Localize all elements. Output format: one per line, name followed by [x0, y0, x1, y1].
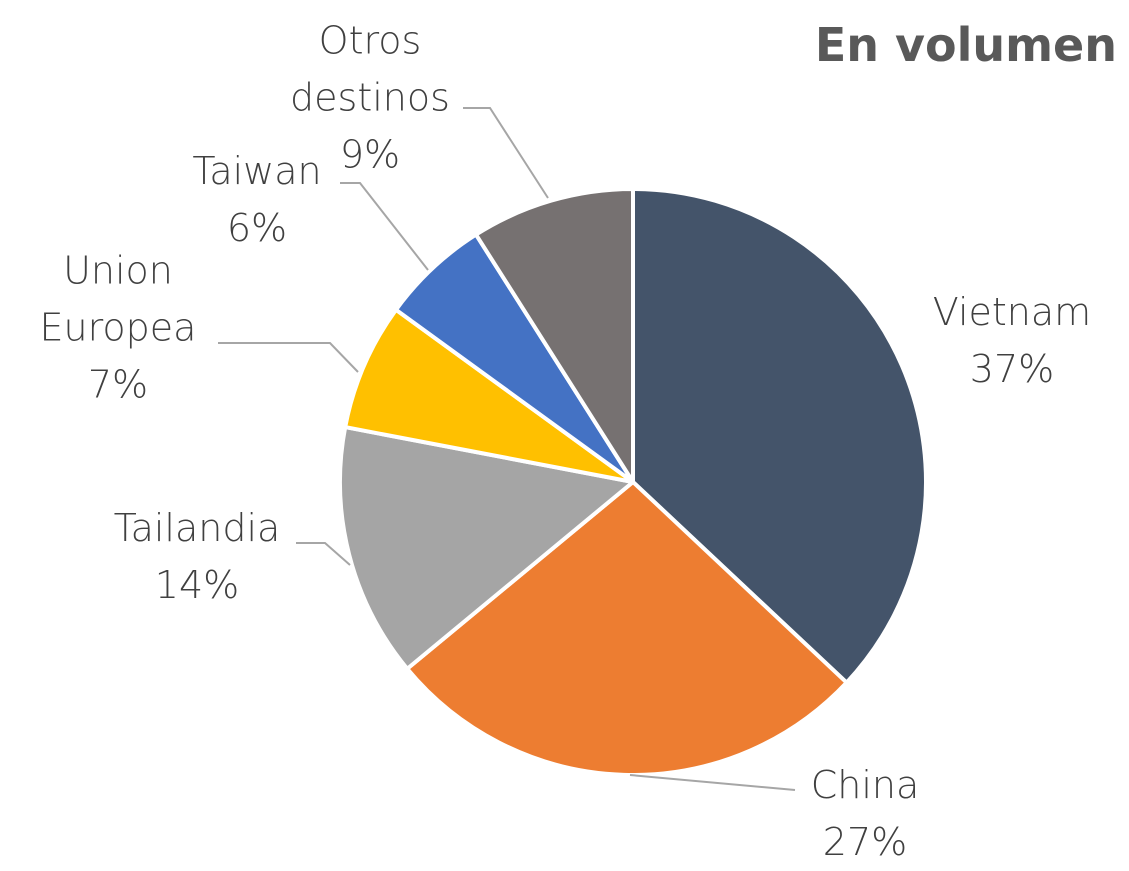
value-label: 14% [154, 563, 240, 607]
slice-label: Taiwan 6% [157, 143, 357, 257]
pie-slice [343, 307, 635, 484]
value-label: 27% [822, 820, 908, 864]
pie-slice [631, 187, 928, 685]
category-label: Vietnam [932, 290, 1092, 334]
pie-slice [338, 425, 635, 671]
slice-label: Vietnam 37% [912, 284, 1112, 398]
leader-line [629, 774, 796, 791]
category-label: Otros destinos [290, 18, 450, 120]
slice-label: Union Europea 7% [18, 243, 218, 414]
category-label: Union Europea [39, 248, 197, 350]
slice-label: Tailandia 14% [87, 500, 307, 614]
value-label: 7% [87, 362, 149, 407]
leader-line [296, 542, 351, 566]
value-label: 6% [226, 206, 288, 250]
category-label: China [810, 763, 920, 807]
value-label: 9% [339, 132, 401, 177]
pie-slice [474, 187, 635, 484]
slice-label: Otros destinos 9% [270, 13, 470, 184]
chart-title: En volumen [814, 18, 1117, 72]
pie-slice [405, 480, 849, 777]
category-label: Tailandia [113, 506, 281, 550]
slice-label: China 27% [765, 757, 965, 871]
leader-line [218, 342, 359, 373]
value-label: 37% [969, 347, 1055, 391]
category-label: Taiwan [192, 149, 322, 193]
leader-line [340, 182, 429, 271]
leader-line [463, 107, 549, 199]
